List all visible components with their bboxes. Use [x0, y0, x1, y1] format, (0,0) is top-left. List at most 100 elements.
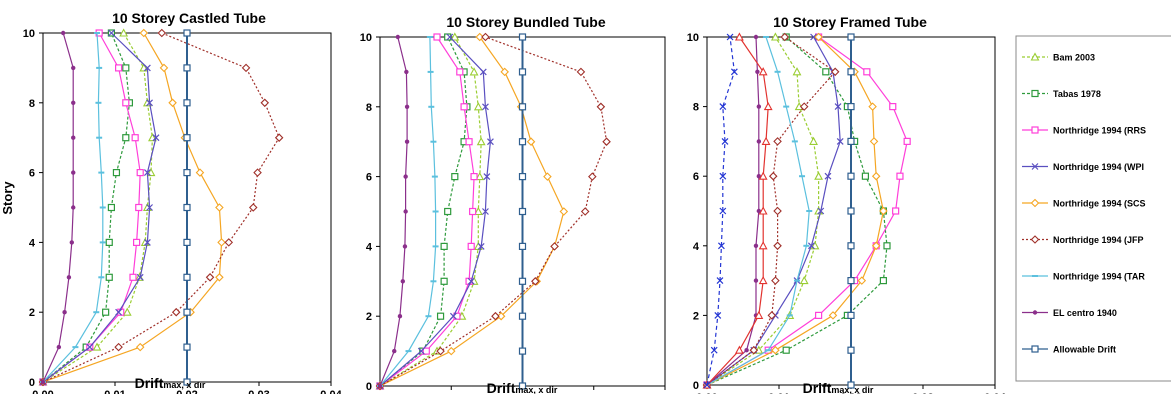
data-point: [114, 342, 123, 352]
data-point: [475, 32, 485, 42]
data-point: [465, 138, 473, 146]
data-point: [183, 378, 191, 386]
data-point: [817, 207, 825, 215]
series-line: [379, 36, 608, 387]
data-point: [479, 68, 487, 76]
data-point: [143, 64, 151, 72]
data-point: [717, 242, 725, 250]
plot-area: 0.000.010.020.030.040246810: [23, 28, 343, 399]
data-point: [861, 172, 870, 180]
data-point: [879, 206, 888, 216]
data-point: [730, 68, 738, 76]
legend-item-bam-2003: Bam 2003: [1022, 52, 1095, 63]
data-point: [469, 207, 477, 216]
data-point: [469, 67, 479, 76]
data-point: [183, 29, 191, 37]
data-point: [62, 310, 67, 315]
data-point: [436, 346, 445, 356]
data-point: [241, 63, 251, 73]
data-point: [830, 67, 840, 77]
data-point: [847, 381, 855, 389]
series-line: [379, 36, 468, 387]
y-tick-label: 8: [366, 102, 372, 114]
data-point: [869, 137, 879, 146]
data-point: [133, 238, 141, 246]
legend-swatch-marker: [1030, 235, 1040, 244]
legend-swatch-marker: [1032, 310, 1038, 315]
data-point: [758, 275, 768, 285]
data-point: [531, 277, 540, 286]
data-point: [436, 312, 445, 320]
data-point: [602, 137, 611, 146]
y-tick-label: 2: [693, 310, 699, 322]
data-point: [433, 33, 441, 41]
data-point: [758, 206, 768, 215]
data-point: [814, 32, 823, 42]
y-tick-label: 6: [366, 172, 372, 184]
legend-item-northridge-1994-wpi: Northridge 1994 (WPI: [1022, 162, 1144, 172]
data-point: [889, 102, 897, 111]
data-point: [518, 138, 527, 146]
data-point: [403, 209, 408, 214]
legend-swatch-marker: [1031, 126, 1039, 134]
series-northridge-1994-jfp: [38, 28, 284, 387]
data-point: [754, 310, 764, 319]
data-point: [588, 172, 597, 181]
data-point: [481, 32, 490, 42]
data-point: [102, 308, 110, 316]
data-point: [847, 242, 855, 250]
x-axis-label-sub: max, x dir: [163, 380, 206, 390]
data-point: [476, 137, 486, 146]
chart-title: 10 Storey Castled Tube: [112, 10, 266, 26]
data-point: [274, 133, 284, 142]
data-point: [122, 64, 130, 72]
legend-swatch-marker: [1031, 163, 1039, 170]
data-point: [71, 100, 76, 106]
data-point: [824, 172, 832, 180]
data-point: [400, 279, 405, 284]
legend-label: Tabas 1978: [1053, 89, 1101, 99]
y-tick-label: 0: [366, 381, 372, 393]
data-point: [726, 33, 734, 41]
data-point: [868, 102, 877, 111]
data-point: [716, 277, 724, 285]
data-point: [734, 32, 744, 41]
data-point: [40, 379, 46, 385]
legend-item-allowable-drift: Allowable Drift: [1022, 345, 1116, 355]
data-point: [714, 311, 722, 319]
data-point: [758, 67, 768, 76]
data-point: [71, 170, 76, 175]
data-point: [135, 203, 143, 212]
data-point: [810, 33, 817, 41]
data-point: [847, 207, 855, 215]
data-point: [753, 34, 759, 40]
legend-label: Northridge 1994 (TAR: [1053, 272, 1145, 282]
series-northridge-1994-wpi: [39, 29, 160, 386]
series-unlabeled-1: [702, 32, 773, 389]
legend-label: Bam 2003: [1053, 53, 1095, 63]
data-point: [119, 28, 129, 37]
series-northridge-1994-tar: [377, 36, 439, 387]
data-point: [136, 273, 144, 281]
data-point: [543, 172, 552, 181]
data-point: [483, 173, 491, 181]
data-point: [460, 103, 468, 111]
x-axis-label: Driftmax, x dir: [135, 375, 206, 391]
x-axis-label-main: Drift: [487, 380, 516, 394]
data-point: [86, 343, 94, 351]
plot-area: 0.000.010.020.030.040246810: [360, 32, 677, 399]
y-tick-label: 10: [687, 32, 699, 44]
data-point: [183, 238, 191, 246]
x-tick-label: 0.04: [320, 389, 342, 394]
data-point: [224, 238, 234, 247]
data-point: [871, 241, 881, 251]
data-point: [768, 171, 778, 181]
data-point: [112, 169, 121, 177]
data-point: [183, 64, 191, 72]
data-point: [500, 67, 509, 77]
data-point: [753, 243, 759, 248]
legend-item-northridge-1994-tar: Northridge 1994 (TAR: [1022, 272, 1145, 282]
series-el-centro-1940: [40, 30, 76, 385]
data-point: [550, 242, 559, 251]
